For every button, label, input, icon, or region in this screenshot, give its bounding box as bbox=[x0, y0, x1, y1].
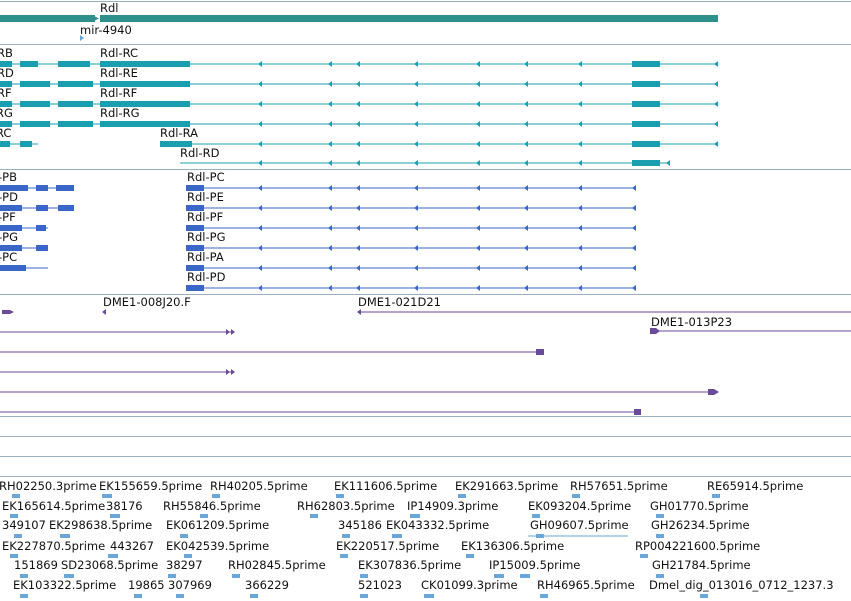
protein-label[interactable]: -PD bbox=[0, 190, 18, 204]
est-label[interactable]: 345186 bbox=[338, 518, 382, 532]
est-label[interactable]: Dmel_dig_013016_0712_1237.3 bbox=[649, 578, 834, 592]
transcript-label[interactable]: RF bbox=[0, 86, 12, 100]
est-label[interactable]: EK043332.5prime bbox=[386, 518, 490, 532]
protein-label[interactable]: -PC bbox=[0, 250, 18, 264]
mir-4940-marker[interactable] bbox=[80, 35, 84, 41]
est-label[interactable]: EK093204.5prime bbox=[528, 499, 632, 513]
est-label[interactable]: 38176 bbox=[106, 499, 143, 513]
transcript-label[interactable]: Rdl-RC bbox=[100, 46, 139, 60]
transcript-label[interactable]: Rdl-RE bbox=[100, 66, 138, 80]
track-separator bbox=[0, 456, 851, 457]
est-label[interactable]: EK155659.5prime bbox=[99, 479, 203, 493]
gene-label-rdl[interactable]: Rdl bbox=[100, 1, 119, 15]
clone-label[interactable]: DME1-013P23 bbox=[651, 315, 733, 329]
est-label[interactable]: IP15009.5prime bbox=[489, 558, 581, 572]
est-label[interactable]: EK298638.5prime bbox=[49, 518, 153, 532]
est-label[interactable]: CK01099.3prime bbox=[421, 578, 518, 592]
track-separator bbox=[0, 436, 851, 437]
clone-label[interactable]: DME1-021D21 bbox=[358, 295, 441, 309]
est-label[interactable]: GH09607.5prime bbox=[530, 518, 629, 532]
est-label[interactable]: EK291663.5prime bbox=[455, 479, 559, 493]
transcript-label[interactable]: RC bbox=[0, 126, 12, 140]
clone-lines bbox=[0, 311, 851, 413]
est-label[interactable]: 366229 bbox=[245, 578, 289, 592]
transcript-label[interactable]: Rdl-RA bbox=[160, 126, 199, 140]
transcript-label[interactable]: RD bbox=[0, 66, 14, 80]
transcript-exons[interactable] bbox=[0, 61, 660, 166]
est-label[interactable]: RH40205.5prime bbox=[210, 479, 308, 493]
est-label[interactable]: GH01770.5prime bbox=[650, 499, 749, 513]
protein-label[interactable]: Rdl-PF bbox=[187, 210, 224, 224]
est-label[interactable]: 521023 bbox=[358, 578, 402, 592]
est-label[interactable]: 19865 bbox=[128, 578, 165, 592]
track-separator bbox=[0, 44, 851, 45]
transcript-label[interactable]: Rdl-RF bbox=[100, 86, 138, 100]
clone-label[interactable]: DME1-008J20.F bbox=[103, 295, 191, 309]
protein-label[interactable]: -PG bbox=[0, 230, 18, 244]
protein-label[interactable]: Rdl-PA bbox=[187, 250, 224, 264]
est-label[interactable]: 38297 bbox=[166, 558, 203, 572]
gene-rdl-left[interactable] bbox=[0, 15, 95, 22]
protein-label[interactable]: -PF bbox=[0, 210, 16, 224]
est-label[interactable]: RE65914.5prime bbox=[707, 479, 804, 493]
transcript-label[interactable]: Rdl-RG bbox=[100, 106, 140, 120]
protein-cds[interactable] bbox=[0, 185, 204, 291]
est-label[interactable]: RH02250.3prime bbox=[0, 479, 97, 493]
track-separator bbox=[0, 416, 851, 417]
protein-label[interactable]: Rdl-PC bbox=[187, 170, 225, 184]
est-label[interactable]: EK227870.5prime bbox=[2, 539, 106, 553]
track-separator bbox=[0, 1, 851, 2]
est-label[interactable]: 349107 bbox=[2, 518, 46, 532]
est-label[interactable]: EK165614.5prime bbox=[2, 499, 106, 513]
protein-label[interactable]: Rdl-PG bbox=[187, 230, 226, 244]
est-label[interactable]: EK136306.5prime bbox=[461, 539, 565, 553]
est-label[interactable]: 151869 bbox=[14, 558, 58, 572]
gene-rdl[interactable] bbox=[100, 15, 718, 22]
est-label[interactable]: GH26234.5prime bbox=[651, 518, 750, 532]
strand-arrow-icon bbox=[92, 15, 99, 22]
est-label[interactable]: 307969 bbox=[168, 578, 212, 592]
est-label[interactable]: RH46965.5prime bbox=[537, 578, 635, 592]
est-label[interactable]: 443267 bbox=[110, 539, 154, 553]
track-separator bbox=[0, 476, 851, 477]
transcript-label[interactable]: RB bbox=[0, 46, 13, 60]
est-label[interactable]: RH62803.5prime bbox=[297, 499, 395, 513]
protein-label[interactable]: Rdl-PD bbox=[187, 270, 226, 284]
est-label[interactable]: EK307836.5prime bbox=[358, 558, 462, 572]
strand-arrow-icons bbox=[258, 185, 636, 291]
est-label[interactable]: SD23068.5prime bbox=[61, 558, 159, 572]
gene-label-mir-4940[interactable]: mir-4940 bbox=[80, 23, 132, 37]
est-label[interactable]: EK220517.5prime bbox=[336, 539, 440, 553]
clone-ends[interactable] bbox=[2, 309, 719, 415]
est-label[interactable]: GH21784.5prime bbox=[652, 558, 751, 572]
transcript-label[interactable]: Rdl-RD bbox=[180, 146, 220, 160]
est-label[interactable]: EK111606.5prime bbox=[334, 479, 438, 493]
est-label[interactable]: IP14909.3prime bbox=[407, 499, 499, 513]
est-label[interactable]: EK061209.5prime bbox=[166, 518, 270, 532]
est-label[interactable]: RH55846.5prime bbox=[163, 499, 261, 513]
protein-label[interactable]: -PB bbox=[0, 170, 17, 184]
protein-label[interactable]: Rdl-PE bbox=[187, 190, 224, 204]
strand-arrow-icons bbox=[258, 61, 718, 166]
protein-lines bbox=[0, 187, 636, 289]
est-label[interactable]: RH57651.5prime bbox=[570, 479, 668, 493]
est-label[interactable]: RH02845.5prime bbox=[228, 558, 326, 572]
track-separator bbox=[0, 294, 851, 295]
est-label[interactable]: EK103322.5prime bbox=[13, 578, 117, 592]
est-label[interactable]: EK042539.5prime bbox=[166, 539, 270, 553]
transcript-label[interactable]: RG bbox=[0, 106, 13, 120]
est-label[interactable]: RP004221600.5prime bbox=[635, 539, 761, 553]
track-separator bbox=[0, 169, 851, 170]
